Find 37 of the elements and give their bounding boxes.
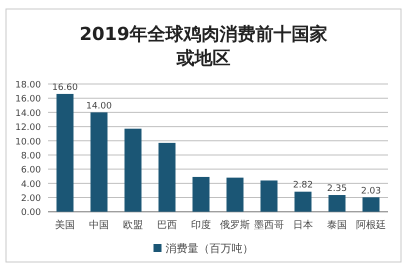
y-tick-label: 8.00: [20, 151, 42, 162]
x-tick-label: 巴西: [157, 220, 177, 231]
data-label: 2.03: [360, 186, 382, 196]
chart-title: 2019年全球鸡肉消费前十国家或地区: [79, 24, 328, 69]
bar: [294, 192, 312, 212]
bar: [328, 195, 346, 212]
y-tick-label: 6.00: [20, 166, 42, 176]
x-tick-label: 墨西哥: [254, 220, 284, 231]
data-label: 16.60: [52, 82, 78, 93]
bar: [56, 94, 74, 212]
bar: [192, 176, 210, 212]
x-tick-label: 泰国: [327, 220, 347, 231]
bar: [362, 197, 380, 212]
y-tick-label: 18.00: [15, 80, 42, 90]
x-tick-label: 美国: [55, 219, 75, 231]
y-tick-label: 14.00: [15, 108, 42, 119]
data-label: 2.82: [292, 180, 314, 191]
bar: [158, 142, 176, 212]
x-tick-label: 阿根廷: [356, 219, 386, 231]
x-tick-label: 欧盟: [123, 219, 143, 231]
data-label: 2.35: [326, 184, 348, 194]
bar: [226, 178, 244, 212]
y-tick-label: 16.00: [15, 94, 42, 105]
data-label: 14.00: [86, 101, 112, 112]
bar: [124, 128, 142, 212]
y-tick-label: 4.00: [20, 180, 42, 190]
y-tick-label: 10.00: [15, 137, 42, 148]
x-tick-label: 印度: [191, 219, 211, 231]
x-tick-label: 中国: [89, 219, 109, 231]
y-tick-label: 2.00: [20, 194, 42, 204]
bar: [260, 180, 278, 212]
x-tick-label: 日本: [293, 219, 313, 231]
y-tick-label: 0.00: [20, 208, 42, 218]
y-tick-label: 12.00: [15, 123, 42, 134]
x-tick-label: 俄罗斯: [220, 219, 250, 231]
legend-label: 消费量（百万吨）: [166, 242, 254, 255]
bar: [90, 112, 108, 212]
